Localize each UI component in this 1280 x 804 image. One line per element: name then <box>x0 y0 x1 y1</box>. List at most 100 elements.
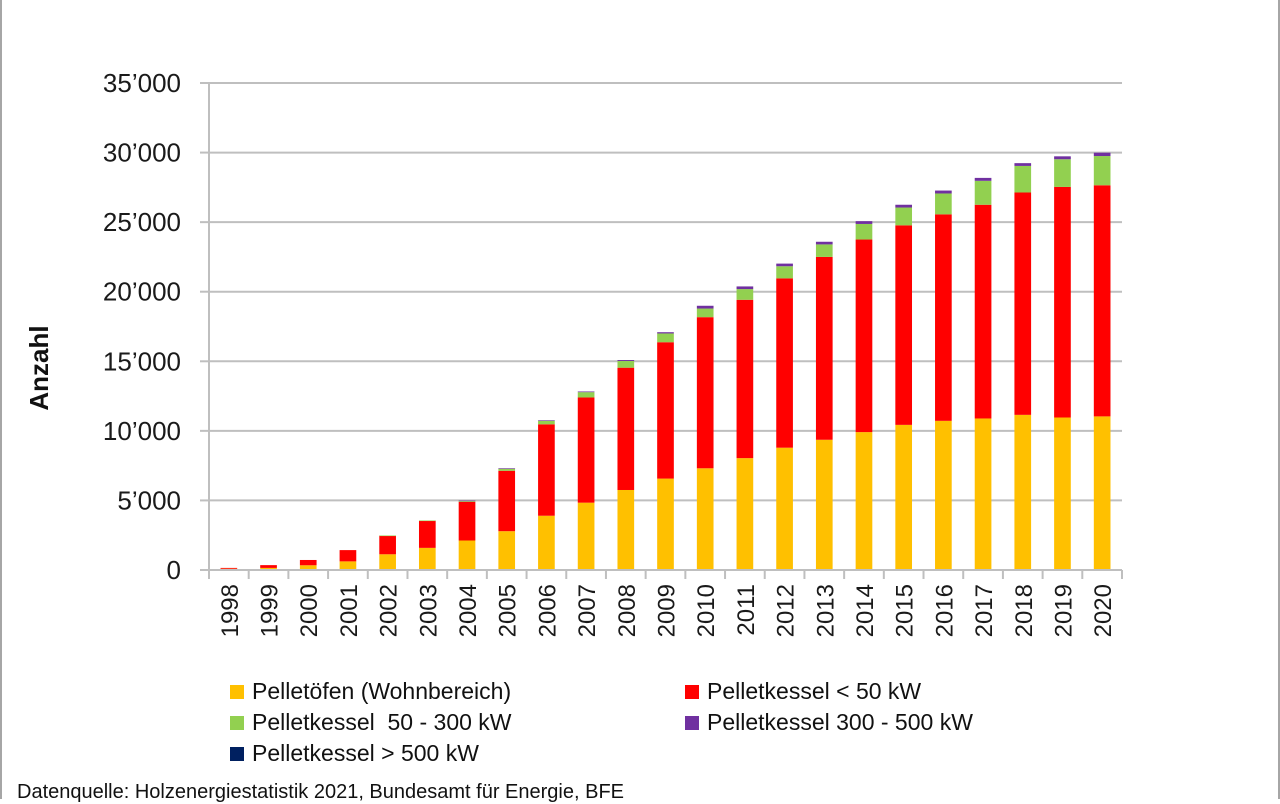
bar-segment <box>935 193 952 215</box>
bar-segment <box>974 204 992 419</box>
x-tick-label: 2002 <box>376 584 403 637</box>
y-axis-title: Anzahl <box>24 325 54 410</box>
bar-segment <box>577 397 595 503</box>
bar-segment <box>776 278 793 448</box>
bar-segment <box>577 392 595 398</box>
x-tick-label: 2013 <box>812 584 839 637</box>
bar-segment <box>617 489 635 570</box>
bar-segment <box>855 432 873 570</box>
legend-swatch <box>230 715 244 730</box>
bar-segment <box>736 299 754 459</box>
bar-segment <box>1014 163 1032 166</box>
x-tick-label: 2017 <box>971 584 998 637</box>
bar-segment <box>974 418 992 570</box>
bar-segment <box>1093 156 1111 186</box>
bar-segment <box>538 515 555 570</box>
bar-segment <box>617 361 635 368</box>
legend-item-kessel-lt50: Pelletkessel < 50 kW <box>685 678 921 705</box>
bar-segment <box>657 332 674 334</box>
bar-segment <box>538 424 555 516</box>
bar-segment <box>617 360 635 362</box>
x-tick-label: 1998 <box>217 584 244 637</box>
data-source-note: Datenquelle: Holzenergiestatistik 2021, … <box>17 781 625 803</box>
bar-segment <box>220 567 238 569</box>
bar-segment <box>1014 192 1032 415</box>
bar-segment <box>895 225 913 425</box>
bar-segment <box>815 244 833 257</box>
bar-segment <box>1014 165 1032 193</box>
bar-segment <box>418 547 436 570</box>
bar-segment <box>1093 185 1111 417</box>
bar-segment <box>458 500 476 502</box>
bar-segment <box>1054 159 1071 187</box>
legend-label: Pelletkessel > 500 kW <box>252 740 479 766</box>
bar-segment <box>736 286 754 290</box>
x-tick-label: 2012 <box>773 584 800 637</box>
x-tick-label: 2014 <box>852 584 879 637</box>
legend-swatch <box>685 684 699 699</box>
bar-segment <box>577 391 595 393</box>
bar-segment <box>935 214 952 421</box>
legend-label: Pelletkessel < 50 kW <box>707 678 922 704</box>
bar-segment <box>855 223 873 240</box>
legend-label: Pelletkessel 50 - 300 kW <box>252 709 512 735</box>
bar-segment <box>1054 186 1071 418</box>
legend-item-kessel-gt500: Pelletkessel > 500 kW <box>230 740 479 767</box>
x-tick-label: 2009 <box>654 584 681 637</box>
bar-segment <box>696 308 714 318</box>
bar-segment <box>855 239 873 433</box>
bar-segment <box>895 424 913 570</box>
legend-item-kessel-50-300: Pelletkessel 50 - 300 kW <box>230 709 512 736</box>
bar-segment <box>935 190 952 194</box>
bar-segment <box>776 263 793 267</box>
bar-segment <box>418 520 436 548</box>
bar-segment <box>815 439 833 570</box>
x-tick-label: 2004 <box>455 584 482 637</box>
x-tick-label: 2018 <box>1011 584 1038 637</box>
y-tick-label: 20’000 <box>103 277 181 307</box>
bar-segment <box>458 540 476 570</box>
legend-item-pelletoefen: Pelletöfen (Wohnbereich) <box>230 678 511 705</box>
bars <box>220 152 1111 570</box>
bar-segment <box>1054 156 1071 160</box>
bar-segment <box>260 565 277 568</box>
bar-segment <box>498 468 516 471</box>
frame-border-right <box>1278 0 1280 799</box>
legend-item-kessel-300-500: Pelletkessel 300 - 500 kW <box>685 709 973 736</box>
y-tick-label: 10’000 <box>103 416 181 446</box>
bar-segment <box>736 289 754 300</box>
bar-segment <box>498 468 516 469</box>
y-tick-label: 25’000 <box>103 207 181 237</box>
bar-segment <box>696 317 714 469</box>
x-tick-label: 2007 <box>574 584 601 637</box>
x-tick-label: 2000 <box>296 584 323 637</box>
bar-segment <box>498 531 516 570</box>
bar-segment <box>696 468 714 570</box>
legend-swatch <box>230 684 244 699</box>
x-tick-label: 1999 <box>257 584 284 637</box>
bar-segment <box>299 565 317 570</box>
x-tick-labels: 1998 1999 2000 2001 2002 2003 2004 2005 2006 2007… <box>217 584 1117 637</box>
bar-segment <box>974 177 992 181</box>
bar-segment <box>299 559 317 566</box>
bar-segment <box>1093 416 1111 570</box>
x-tick-label: 2001 <box>336 584 363 637</box>
bar-segment <box>895 207 913 226</box>
bar-segment <box>974 180 992 205</box>
bar-segment <box>935 420 952 570</box>
bar-segment <box>498 470 516 532</box>
bar-segment <box>1093 152 1111 157</box>
bar-segment <box>339 550 357 562</box>
x-tick-label: 2003 <box>415 584 442 637</box>
bar-segment <box>458 500 476 502</box>
y-tick-labels: 0 5’000 10’000 15’000 20’000 25’000 30’000 35’0… <box>103 68 181 585</box>
bar-segment <box>379 535 396 537</box>
bar-segment <box>379 535 396 555</box>
y-tick-label: 0 <box>167 555 181 585</box>
frame-border-left <box>0 0 2 799</box>
legend-swatch <box>685 715 699 730</box>
y-tick-label: 30’000 <box>103 138 181 168</box>
bar-segment <box>776 447 793 570</box>
x-tick-label: 2015 <box>892 584 919 637</box>
bar-segment <box>657 478 674 570</box>
